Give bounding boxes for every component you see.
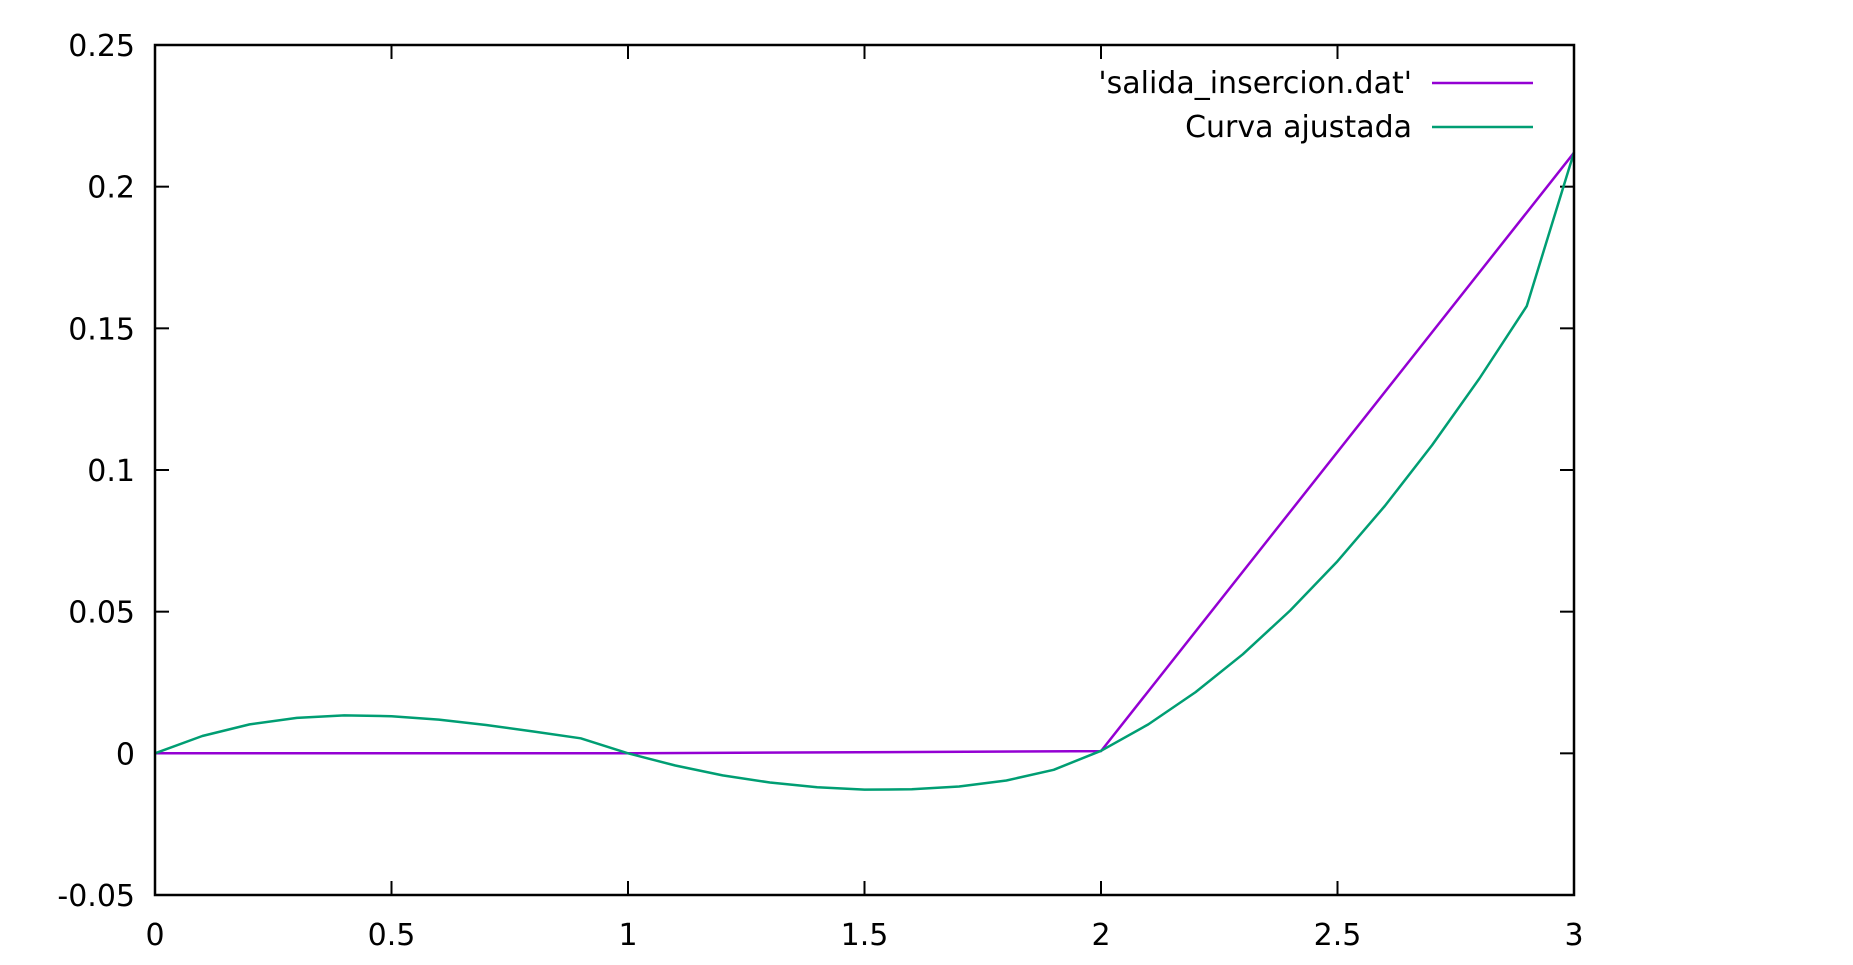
y-axis-ticks: -0.05 0 0.05 0.1 0.15 0.2 0.25: [57, 29, 1574, 914]
x-tick-label: 0: [145, 918, 164, 953]
x-tick-label: 2.5: [1314, 918, 1362, 953]
plot-frame: [153, 43, 1576, 897]
x-tick-label: 1.5: [841, 918, 889, 953]
series-line-1: [155, 151, 1575, 755]
series-layer: [154, 151, 1576, 791]
legend-label: Curva ajustada: [1185, 110, 1412, 145]
x-tick-label: 0.5: [368, 918, 416, 953]
y-tick-label: 0.15: [68, 312, 135, 347]
series-line-2: [154, 152, 1576, 791]
y-tick-label: 0.05: [68, 596, 135, 631]
x-tick-label: 1: [618, 918, 637, 953]
y-tick-label: 0: [116, 737, 135, 772]
y-tick-label: 0.2: [87, 171, 135, 206]
legend-label: 'salida_insercion.dat': [1098, 66, 1412, 101]
x-tick-label: 2: [1091, 918, 1110, 953]
x-tick-label: 3: [1564, 918, 1583, 953]
legend: 'salida_insercion.dat' Curva ajustada: [1098, 66, 1533, 145]
y-tick-label: -0.05: [57, 879, 135, 914]
y-tick-label: 0.1: [87, 454, 135, 489]
x-axis-ticks: 0 0.5 1 1.5 2 2.5 3: [145, 45, 1584, 953]
y-tick-label: 0.25: [68, 29, 135, 64]
